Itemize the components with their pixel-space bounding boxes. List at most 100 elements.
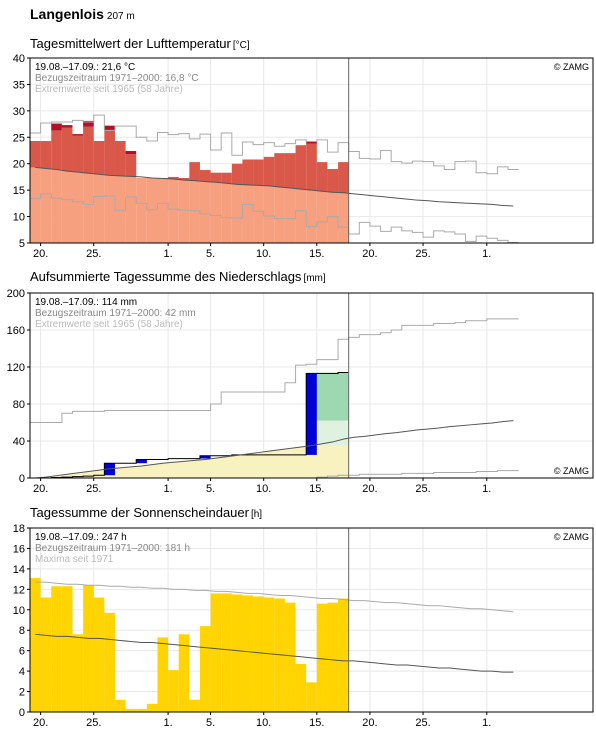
temp-anomaly-bar	[168, 176, 179, 180]
info-line: Extremwerte seit 1965 (58 Jahre)	[35, 319, 183, 330]
x-tick-label: 25.	[86, 248, 101, 260]
x-tick-label: 1.	[164, 483, 173, 495]
temperature-title-text: Tagesmittelwert der Lufttemperatur	[30, 36, 231, 51]
sunshine-bar	[61, 586, 73, 712]
temperature-unit: [°C]	[232, 40, 250, 51]
temp-band-bar	[178, 180, 190, 243]
temp-band-bar	[274, 186, 285, 243]
sunshine-bar	[93, 597, 105, 712]
x-tick-label: 10.	[256, 717, 271, 729]
sunshine-bar	[327, 602, 339, 712]
y-tick-label: 2	[19, 687, 25, 699]
credit-label: © ZAMG	[554, 532, 589, 542]
temp-anomaly-bar	[30, 140, 41, 168]
sunshine-bar	[157, 637, 169, 712]
sunshine-bar	[338, 598, 349, 712]
temp-anomaly-bar	[51, 130, 62, 170]
temp-anomaly-bar	[61, 127, 73, 172]
temp-band-bar	[221, 183, 232, 243]
sunshine-bar	[168, 670, 179, 712]
y-tick-label: 120	[7, 362, 25, 374]
info-line: 19.08.–17.09.: 114 mm	[35, 297, 137, 308]
sunshine-bar	[221, 593, 232, 712]
temp-band-bar	[61, 171, 73, 243]
temp-band-bar	[306, 190, 317, 243]
sunshine-unit: [h]	[250, 509, 263, 520]
temperature-title: Tagesmittelwert der Lufttemperatur [°C]	[30, 36, 250, 51]
x-tick-label: 1.	[482, 717, 491, 729]
info-line: 19.08.–17.09.: 21,6 °C	[35, 62, 135, 73]
y-tick-label: 10	[13, 212, 25, 224]
sunshine-bar	[263, 597, 275, 712]
temp-band-bar	[72, 172, 84, 243]
x-tick-label: 15.	[309, 483, 324, 495]
x-tick-label: 10.	[256, 483, 271, 495]
y-tick-label: 14	[13, 564, 25, 576]
temp-band-bar	[136, 177, 147, 243]
temp-band-bar	[231, 184, 243, 243]
temp-anomaly-bar	[83, 126, 94, 174]
temp-anomaly-bar	[327, 169, 339, 193]
temp-anomaly-bar	[221, 172, 232, 184]
temp-band-bar	[284, 188, 296, 243]
info-line: Bezugszeitraum 1971–2000: 42 mm	[35, 308, 196, 319]
x-tick-label: 15.	[309, 248, 324, 260]
temp-anomaly-bar	[242, 159, 254, 185]
info-line: Bezugszeitraum 1971–2000: 16,8 °C	[35, 73, 199, 84]
y-tick-label: 160	[7, 325, 25, 337]
temp-anomaly-bar	[178, 177, 190, 181]
y-tick-label: 5	[19, 238, 25, 250]
precipitation-title: Aufsummierte Tagessumme des Niederschlag…	[30, 269, 326, 284]
temp-record-bar	[72, 134, 84, 136]
x-tick-label: 25.	[86, 717, 101, 729]
temp-band-bar	[146, 177, 158, 243]
temp-anomaly-bar	[306, 143, 317, 191]
temp-record-bar	[61, 125, 73, 128]
temp-band-bar	[327, 192, 339, 243]
temp-band-bar	[104, 175, 115, 243]
y-tick-label: 40	[13, 53, 25, 65]
x-tick-label: 20.	[362, 248, 377, 260]
y-tick-label: 12	[13, 584, 25, 596]
temp-anomaly-bar	[114, 140, 126, 176]
sunshine-bar	[40, 597, 52, 712]
temp-extreme-max-line	[30, 114, 519, 175]
precip-daily-bar	[306, 373, 317, 455]
temp-band-bar	[30, 167, 41, 243]
station-altitude: 207 m	[106, 11, 135, 22]
sunshine-bar	[136, 708, 147, 712]
y-tick-label: 30	[13, 106, 25, 118]
temp-band-bar	[263, 185, 275, 243]
temp-anomaly-bar	[93, 140, 105, 175]
sunshine-bar	[104, 612, 115, 712]
temp-record-bar	[125, 151, 137, 155]
y-tick-label: 0	[19, 473, 25, 485]
sunshine-bar	[125, 708, 137, 712]
x-tick-label: 1.	[164, 248, 173, 260]
x-tick-label: 10.	[256, 248, 271, 260]
sunshine-normal-line	[35, 633, 514, 673]
info-line: Maxima seit 1971	[35, 554, 114, 565]
sunshine-bar	[284, 602, 296, 712]
temp-normal-line	[35, 166, 514, 207]
sunshine-bar	[178, 634, 190, 712]
temp-band-bar	[316, 191, 328, 243]
x-tick-label: 1.	[482, 483, 491, 495]
temp-record-bar	[83, 120, 94, 127]
y-tick-label: 40	[13, 436, 25, 448]
temp-band-bar	[40, 168, 52, 243]
temp-anomaly-bar	[284, 153, 296, 189]
sunshine-bar	[114, 699, 126, 712]
x-tick-label: 20.	[362, 483, 377, 495]
temp-anomaly-bar	[125, 154, 137, 177]
x-tick-label: 1.	[482, 248, 491, 260]
temp-band-bar	[295, 189, 307, 243]
temp-record-bar	[51, 123, 62, 131]
precip-normal-area	[30, 439, 349, 478]
sunshine-bar	[210, 593, 222, 712]
temp-anomaly-bar	[189, 162, 200, 181]
station-name: Langenlois	[30, 6, 104, 22]
precip-daily-bar	[136, 459, 147, 464]
temp-anomaly-bar	[210, 172, 222, 183]
